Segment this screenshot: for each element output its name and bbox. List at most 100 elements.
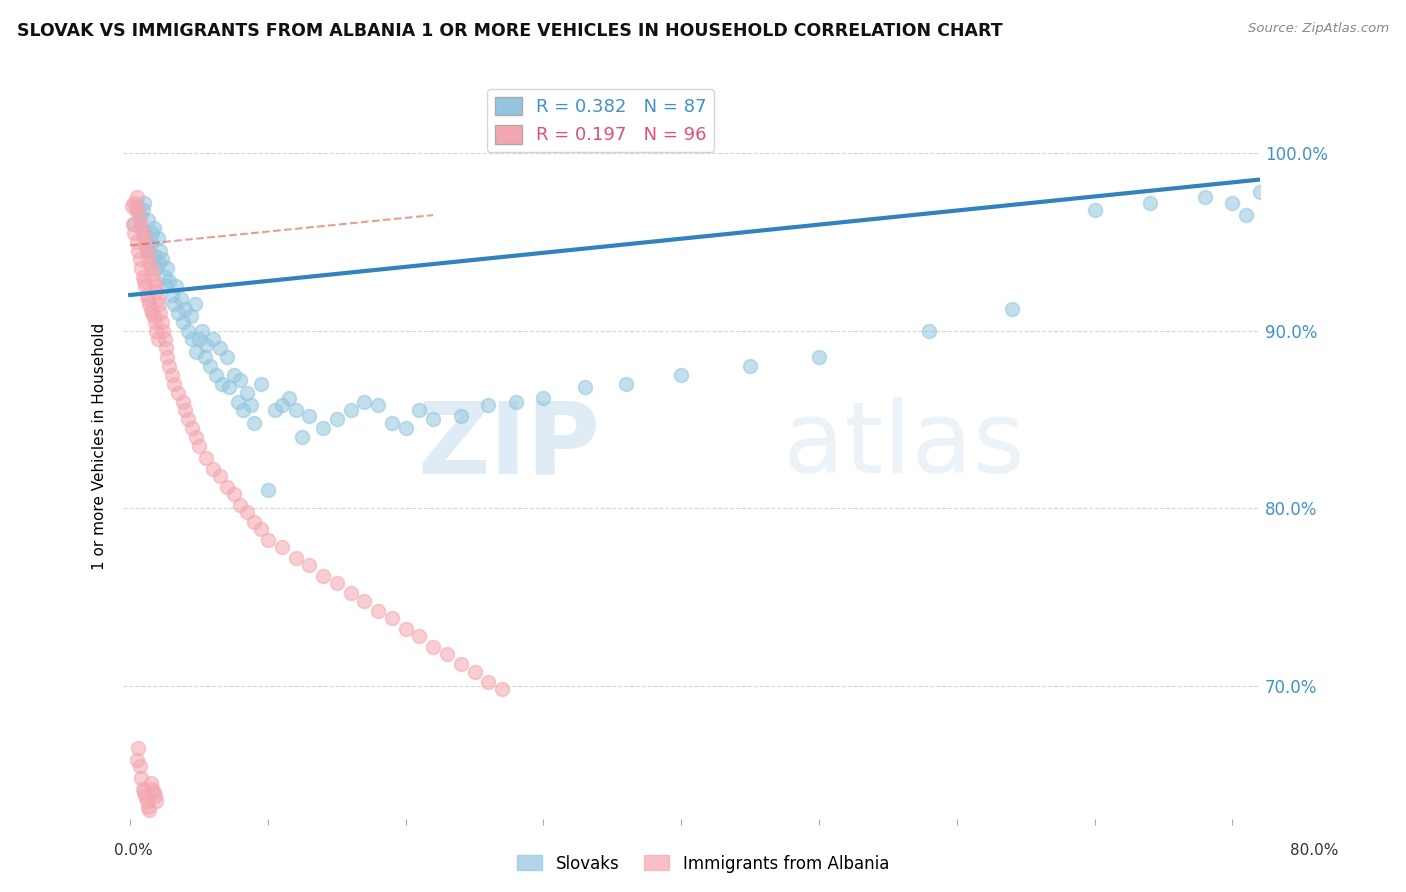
Point (145, 285, 167, 299)
Point (142, 274, 165, 288)
Point (450, 409, 472, 423)
Point (131, 226, 153, 240)
Point (142, 785, 165, 799)
Point (122, 217, 145, 231)
Point (186, 344, 208, 359)
Point (1139, 195, 1161, 210)
Point (145, 261, 167, 276)
Point (353, 394, 375, 409)
Point (139, 261, 162, 276)
Point (180, 310, 202, 324)
Point (156, 261, 179, 276)
Point (1001, 302, 1024, 317)
Point (918, 324, 941, 338)
Point (284, 403, 307, 417)
Point (186, 430, 208, 444)
Point (312, 568, 335, 582)
Point (132, 274, 155, 288)
Point (134, 279, 156, 293)
Point (141, 226, 163, 240)
Point (339, 586, 361, 600)
Y-axis label: 1 or more Vehicles in Household: 1 or more Vehicles in Household (93, 322, 107, 570)
Point (129, 261, 152, 276)
Point (226, 394, 249, 409)
Point (125, 235, 148, 249)
Point (153, 270, 176, 285)
Point (170, 292, 193, 306)
Point (139, 302, 162, 317)
Point (141, 267, 163, 281)
Point (215, 480, 238, 494)
Point (146, 333, 169, 347)
Point (138, 244, 160, 258)
Point (326, 412, 349, 426)
Point (208, 469, 231, 483)
Point (150, 315, 173, 329)
Point (381, 416, 404, 430)
Point (152, 324, 174, 338)
Point (533, 391, 555, 405)
Point (229, 373, 252, 387)
Point (160, 368, 183, 382)
Point (574, 380, 596, 394)
Point (243, 516, 266, 530)
Point (132, 195, 155, 210)
Point (142, 310, 165, 324)
Legend: R = 0.382   N = 87, R = 0.197   N = 96: R = 0.382 N = 87, R = 0.197 N = 96 (488, 89, 714, 152)
Point (128, 213, 150, 227)
Point (145, 324, 167, 338)
Point (131, 202, 153, 217)
Point (149, 244, 172, 258)
Point (250, 523, 273, 537)
Point (184, 297, 207, 311)
Point (257, 533, 280, 548)
Point (148, 256, 170, 270)
Point (211, 376, 233, 391)
Point (477, 398, 499, 412)
Point (139, 235, 162, 249)
Point (157, 359, 180, 373)
Point (194, 350, 217, 364)
Point (129, 220, 152, 235)
Point (138, 803, 160, 817)
Point (298, 558, 321, 572)
Point (150, 252, 173, 267)
Point (188, 439, 211, 453)
Point (139, 776, 162, 790)
Point (156, 350, 179, 364)
Point (174, 403, 197, 417)
Point (146, 231, 169, 245)
Point (167, 306, 190, 320)
Point (145, 794, 167, 808)
Point (808, 350, 831, 364)
Point (125, 190, 148, 204)
Point (204, 368, 226, 382)
Point (138, 297, 160, 311)
Point (201, 462, 224, 476)
Point (136, 292, 159, 306)
Point (131, 781, 153, 796)
Point (127, 244, 149, 258)
Point (157, 274, 180, 288)
Point (291, 430, 314, 444)
Point (191, 324, 214, 338)
Point (232, 403, 254, 417)
Point (143, 789, 166, 803)
Text: Source: ZipAtlas.com: Source: ZipAtlas.com (1249, 22, 1389, 36)
Point (194, 337, 217, 351)
Point (257, 483, 280, 498)
Point (408, 629, 430, 643)
Point (436, 647, 458, 661)
Point (135, 288, 157, 302)
Point (1220, 195, 1243, 210)
Point (160, 288, 183, 302)
Point (339, 403, 361, 417)
Text: 0.0%: 0.0% (114, 843, 153, 858)
Point (277, 391, 299, 405)
Point (124, 217, 146, 231)
Point (229, 498, 252, 512)
Point (128, 208, 150, 222)
Point (270, 398, 292, 412)
Point (124, 195, 146, 210)
Point (505, 394, 527, 409)
